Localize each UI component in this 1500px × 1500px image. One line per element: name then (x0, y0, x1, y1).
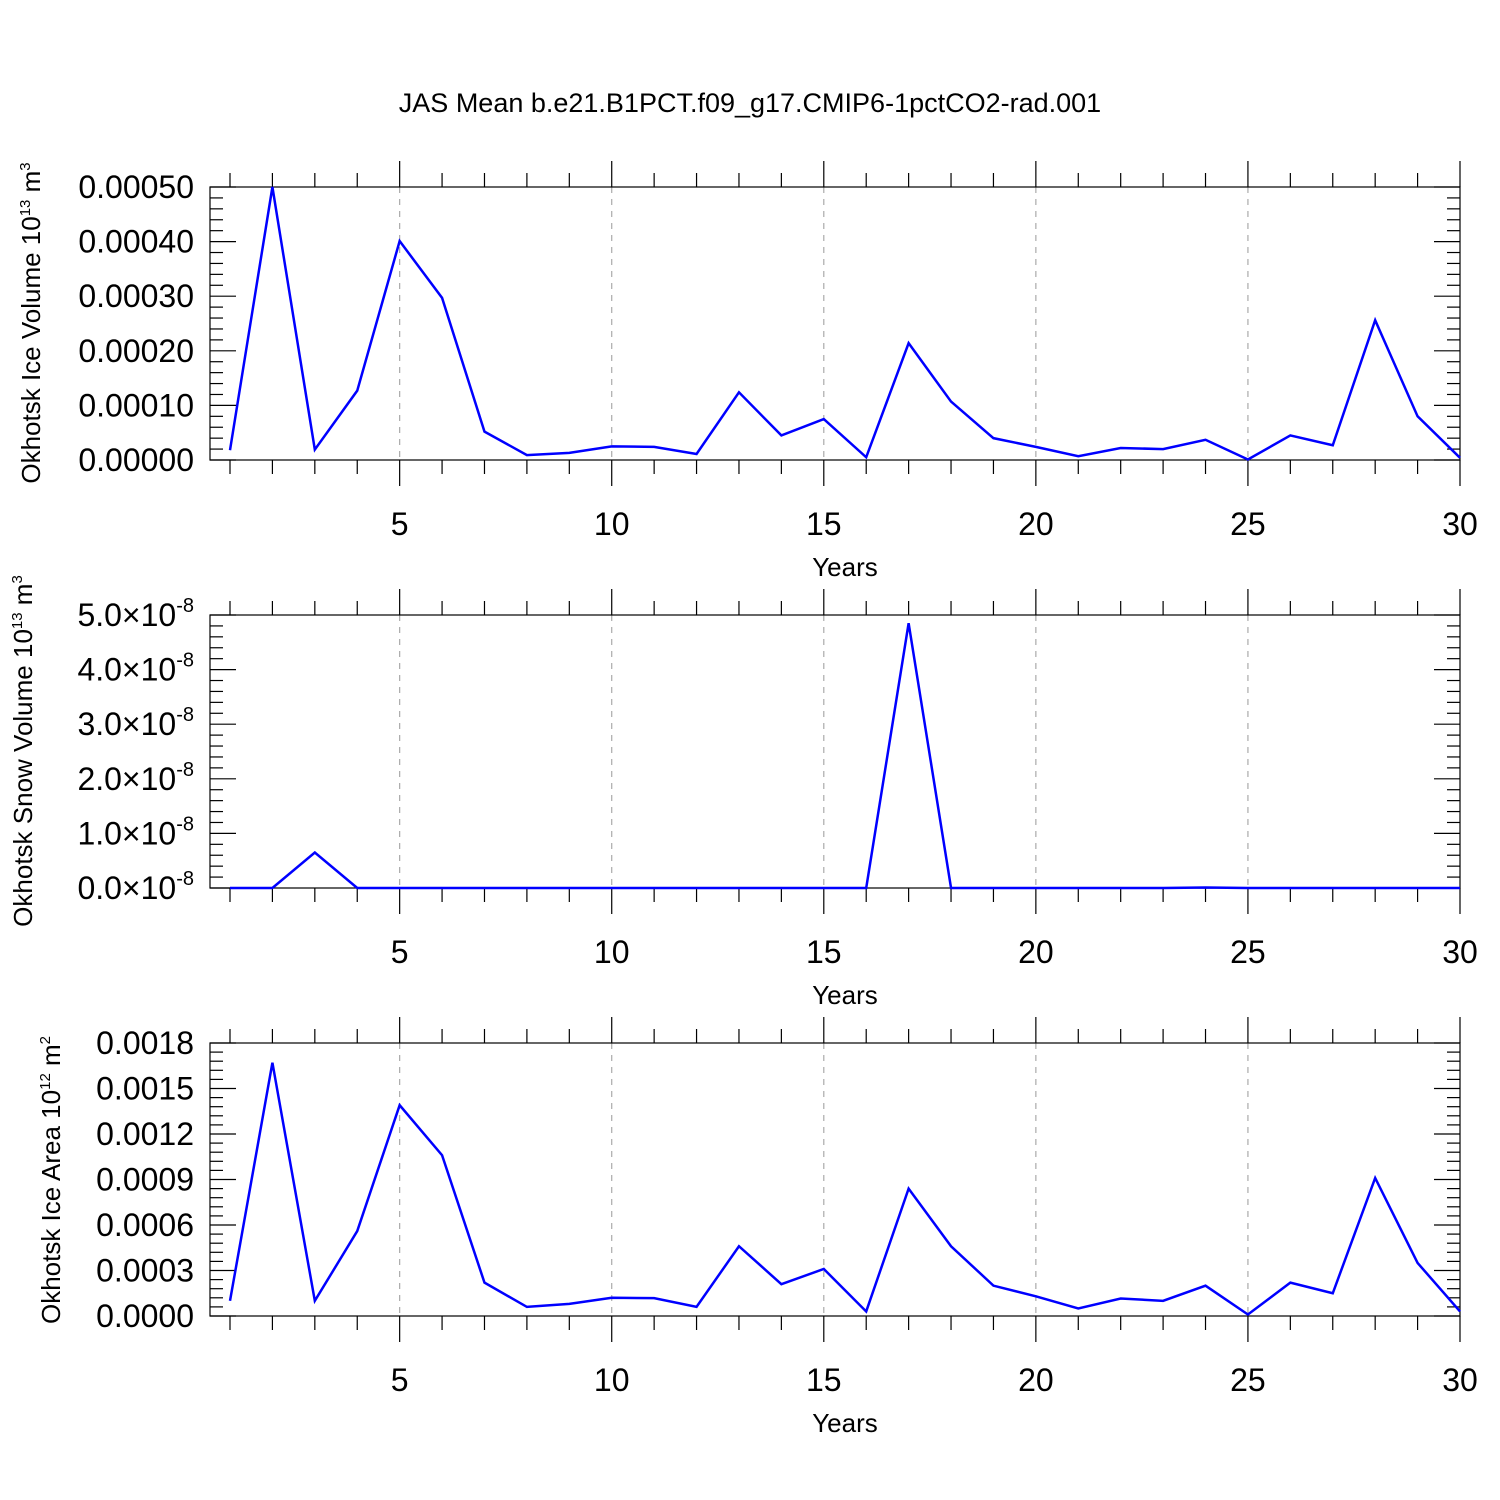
x-tick-label: 15 (806, 1362, 842, 1398)
plot-frame (209, 614, 1461, 889)
x-tick-label: 25 (1230, 1362, 1266, 1398)
y-tick-label: 5.0×10-8 (77, 595, 194, 633)
x-tick-label: 5 (391, 1362, 409, 1398)
x-axis-title: Years (812, 552, 878, 582)
y-tick-label: 0.00050 (78, 169, 194, 205)
chart-title: JAS Mean b.e21.B1PCT.f09_g17.CMIP6-1pctC… (399, 88, 1101, 118)
y-tick-label: 4.0×10-8 (77, 650, 194, 688)
series-line (228, 186, 1461, 461)
plot-frame (209, 186, 1461, 461)
y-tick-label: 0.0015 (96, 1071, 194, 1107)
y-tick-label: 0.00030 (78, 278, 194, 314)
y-tick-label: 0.0006 (96, 1207, 194, 1243)
x-tick-label: 5 (391, 934, 409, 970)
y-tick-label: 3.0×10-8 (77, 704, 194, 742)
y-tick-label: 0.0003 (96, 1253, 194, 1289)
x-tick-label: 10 (594, 934, 630, 970)
y-tick-label: 0.00020 (78, 333, 194, 369)
panel-1: 5 10 15 20 25 30 Years 0.00000 0.00010 0.00020 0.0… (16, 161, 1478, 582)
y-tick-label: 2.0×10-8 (77, 759, 194, 797)
x-tick-label: 30 (1442, 1362, 1478, 1398)
y-tick-label: 0.00010 (78, 387, 194, 423)
y-axis-title: Okhotsk Ice Area 1012 m2 (36, 1036, 66, 1324)
x-tick-label: 20 (1018, 1362, 1054, 1398)
x-tick-label: 10 (594, 506, 630, 542)
panel-3: 5 10 15 20 25 30 Years 0.0000 0.0003 0.0006 0.0009… (36, 1017, 1478, 1438)
x-tick-label: 30 (1442, 934, 1478, 970)
y-tick-label: 0.00000 (78, 442, 194, 478)
x-tick-label: 15 (806, 934, 842, 970)
y-tick-label: 0.0018 (96, 1025, 194, 1061)
y-tick-label: 0.0000 (96, 1298, 194, 1334)
y-tick-label: 0.00040 (78, 224, 194, 260)
x-tick-label: 15 (806, 506, 842, 542)
x-tick-label: 25 (1230, 506, 1266, 542)
x-tick-label: 30 (1442, 506, 1478, 542)
x-tick-label: 5 (391, 506, 409, 542)
y-tick-label: 0.0012 (96, 1116, 194, 1152)
series-line (228, 1062, 1461, 1317)
y-tick-label: 0.0009 (96, 1162, 194, 1198)
x-axis-title: Years (812, 980, 878, 1010)
x-axis-title: Years (812, 1408, 878, 1438)
x-tick-label: 20 (1018, 506, 1054, 542)
y-axis-title: Okhotsk Snow Volume 1013 m3 (8, 575, 38, 927)
plot-frame (209, 1042, 1461, 1317)
y-axis-title: Okhotsk Ice Volume 1013 m3 (16, 162, 46, 483)
x-tick-label: 25 (1230, 934, 1266, 970)
x-tick-label: 20 (1018, 934, 1054, 970)
series-line (230, 622, 1460, 890)
y-tick-label: 1.0×10-8 (77, 813, 194, 851)
panel-2: 5 10 15 20 25 30 Years 0.0×10-8 1.0×10-8 2.0×10-8… (8, 575, 1478, 1010)
y-tick-label: 0.0×10-8 (77, 868, 194, 906)
x-tick-label: 10 (594, 1362, 630, 1398)
